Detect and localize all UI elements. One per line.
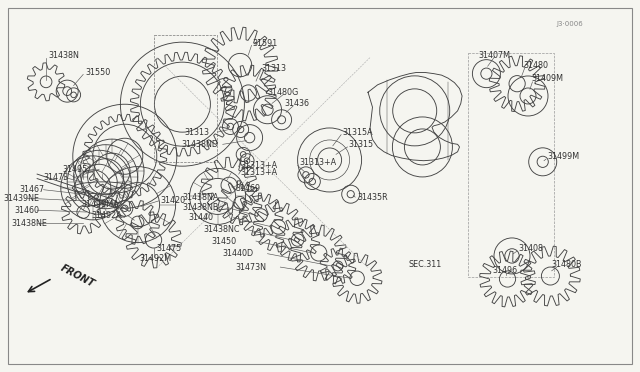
Text: 31496: 31496 bbox=[493, 266, 518, 275]
Text: 31480G: 31480G bbox=[268, 88, 299, 97]
Text: 31313: 31313 bbox=[261, 64, 286, 73]
Text: 31550: 31550 bbox=[85, 68, 110, 77]
Text: 31467: 31467 bbox=[19, 185, 44, 194]
Text: 31313+A: 31313+A bbox=[240, 169, 277, 177]
Text: 31492A: 31492A bbox=[92, 211, 122, 220]
Text: 31435R: 31435R bbox=[357, 193, 388, 202]
Text: 31315A: 31315A bbox=[342, 128, 373, 137]
Text: 31436: 31436 bbox=[285, 99, 310, 108]
Text: 31440: 31440 bbox=[189, 213, 214, 222]
Text: 31591: 31591 bbox=[253, 39, 278, 48]
Text: 31469: 31469 bbox=[236, 185, 260, 193]
Text: 31438NA: 31438NA bbox=[182, 193, 219, 202]
Text: 31313: 31313 bbox=[184, 128, 209, 137]
Text: FRONT: FRONT bbox=[59, 263, 97, 289]
Text: 31499M: 31499M bbox=[547, 152, 579, 161]
Text: 31499MA: 31499MA bbox=[82, 200, 120, 209]
Text: 31473: 31473 bbox=[44, 173, 68, 182]
Text: SEC.311: SEC.311 bbox=[408, 260, 442, 269]
Text: 31420: 31420 bbox=[160, 196, 185, 205]
Text: 31438N: 31438N bbox=[48, 51, 79, 60]
Text: 31440D: 31440D bbox=[223, 249, 254, 258]
Text: 31407M: 31407M bbox=[479, 51, 511, 60]
Text: 31408: 31408 bbox=[518, 244, 543, 253]
Text: 31409M: 31409M bbox=[531, 74, 563, 83]
Text: 31439NE: 31439NE bbox=[3, 194, 39, 203]
Text: J3·0006: J3·0006 bbox=[557, 21, 584, 27]
Text: 31450: 31450 bbox=[211, 237, 236, 246]
Text: 31473N: 31473N bbox=[236, 263, 266, 272]
Text: 31438NE: 31438NE bbox=[12, 219, 47, 228]
Text: 31313+A: 31313+A bbox=[300, 158, 337, 167]
Text: 31315: 31315 bbox=[349, 140, 374, 149]
Text: 31438ND: 31438ND bbox=[181, 140, 218, 149]
Text: 31492M: 31492M bbox=[140, 254, 172, 263]
Text: 31438NB: 31438NB bbox=[182, 203, 219, 212]
Text: 31460: 31460 bbox=[15, 206, 40, 215]
Text: 31480: 31480 bbox=[524, 61, 548, 70]
Text: 31438NC: 31438NC bbox=[204, 225, 240, 234]
Text: 31480B: 31480B bbox=[552, 260, 582, 269]
Text: 31475: 31475 bbox=[157, 244, 182, 253]
Text: 31313+A: 31313+A bbox=[240, 161, 277, 170]
Text: 31495: 31495 bbox=[63, 165, 88, 174]
